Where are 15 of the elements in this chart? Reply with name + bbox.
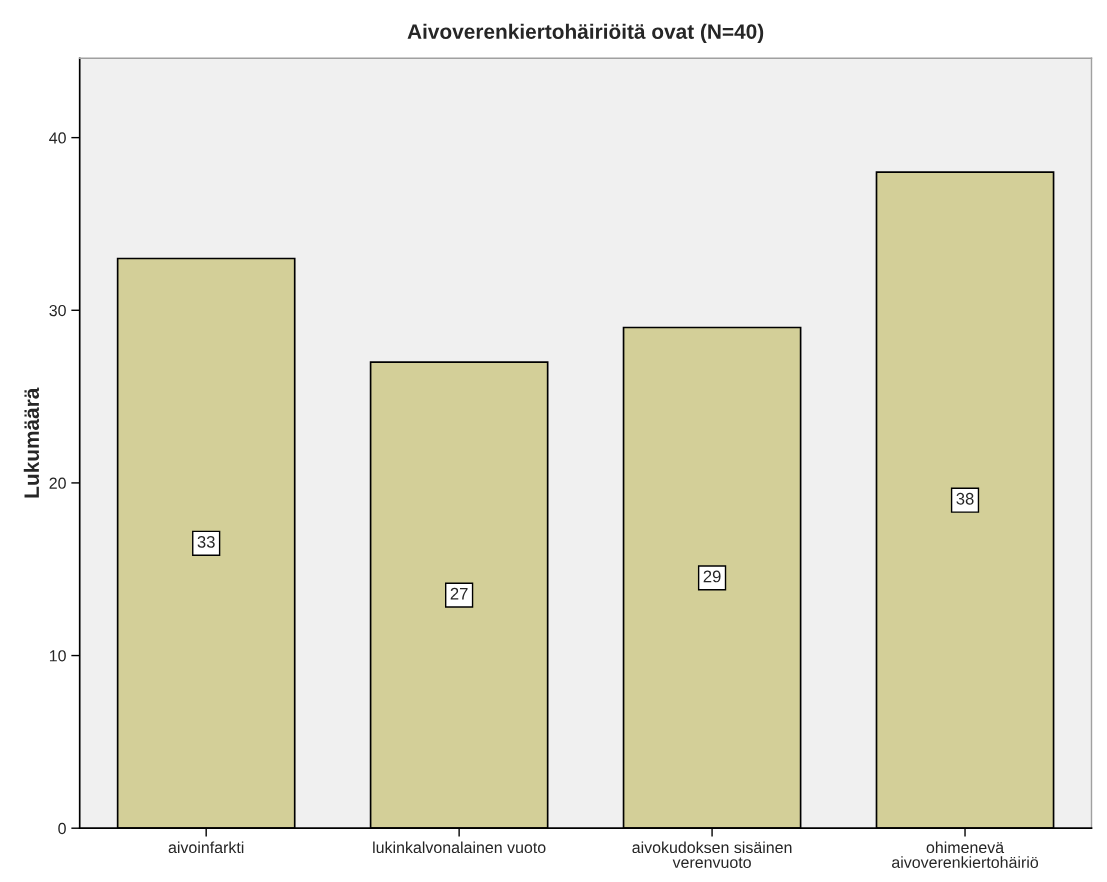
data-label: 38 — [956, 492, 974, 505]
y-tick-label: 40 — [49, 132, 66, 144]
y-tick-label: 20 — [49, 477, 66, 489]
x-tick-label: ohimenevä aivoverenkiertohäiriö — [892, 841, 1039, 869]
chart-title: Aivoverenkiertohäiriöitä ovat (N=40) — [407, 23, 764, 44]
data-label: 29 — [703, 570, 721, 583]
y-tick-label: 10 — [49, 650, 66, 662]
x-tick-label: aivokudoksen sisäinen verenvuoto — [632, 841, 792, 869]
x-tick-label: lukinkalvonalainen vuoto — [373, 841, 546, 854]
data-label: 33 — [197, 536, 215, 548]
y-axis-title: Lukumäärä — [23, 387, 40, 498]
x-tick-label: aivoinfarkti — [168, 841, 244, 854]
y-tick-label: 30 — [49, 304, 66, 317]
data-label: 27 — [450, 587, 468, 600]
y-tick-label: 0 — [58, 822, 66, 835]
